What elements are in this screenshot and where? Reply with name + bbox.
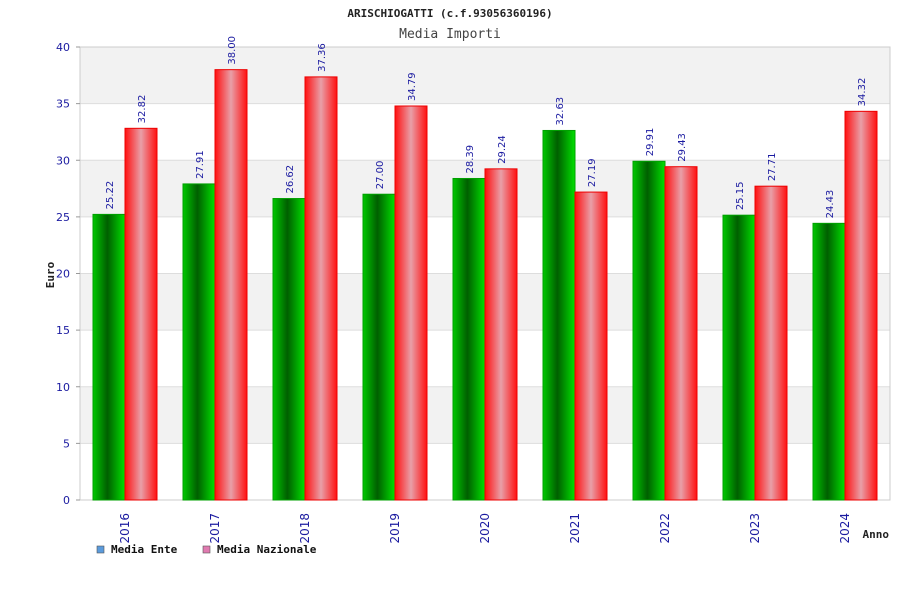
data-label: 32.82 xyxy=(137,95,148,124)
y-tick-label: 35 xyxy=(56,98,70,111)
bar-media-ente xyxy=(452,177,486,501)
data-label: 27.91 xyxy=(195,150,206,179)
bar-media-nazionale xyxy=(664,166,698,501)
bar-media-nazionale xyxy=(574,191,608,501)
bar-media-nazionale xyxy=(394,105,428,501)
y-axis-label: Euro xyxy=(44,261,57,288)
bar-media-nazionale xyxy=(124,127,158,501)
y-tick-label: 25 xyxy=(56,211,70,224)
data-label: 38.00 xyxy=(227,36,238,65)
bar-media-ente xyxy=(812,222,846,501)
data-label: 27.00 xyxy=(375,161,386,190)
data-label: 25.22 xyxy=(105,181,116,210)
bar-media-nazionale xyxy=(484,168,518,501)
x-tick-label: 2021 xyxy=(568,513,582,544)
data-label: 26.62 xyxy=(285,165,296,194)
y-tick-label: 20 xyxy=(56,268,70,281)
bar-media-nazionale xyxy=(844,110,878,501)
chart-title: ARISCHIOGATTI (c.f.93056360196) xyxy=(347,7,552,20)
bar-media-ente xyxy=(362,193,396,501)
legend-label: Media Nazionale xyxy=(217,543,317,556)
y-tick-label: 15 xyxy=(56,324,70,337)
chart-subtitle: Media Importi xyxy=(399,27,501,42)
value-labels: 25.22 32.82 27.91 38.00 26.62 37.36 27.00 34.79… xyxy=(105,36,868,218)
x-tick-label: 2022 xyxy=(658,513,672,544)
y-tick-label: 30 xyxy=(56,154,70,167)
data-label: 29.43 xyxy=(677,133,688,162)
x-tick-label: 2017 xyxy=(208,513,222,544)
bar-media-ente xyxy=(542,129,576,501)
data-label: 29.91 xyxy=(645,128,656,157)
bar-media-ente xyxy=(92,213,126,501)
legend-label: Media Ente xyxy=(111,543,178,556)
bar-media-ente xyxy=(722,214,756,501)
y-tick-label: 0 xyxy=(63,494,70,507)
plot-band xyxy=(80,47,890,104)
y-tick-label: 40 xyxy=(56,41,70,54)
data-label: 29.24 xyxy=(497,135,508,164)
x-axis-ticks: 2016 2017 2018 2019 2020 2021 2022 2023 2024 xyxy=(118,513,852,544)
data-label: 27.19 xyxy=(587,158,598,187)
x-tick-label: 2024 xyxy=(838,513,852,544)
bar-media-nazionale xyxy=(214,69,248,501)
bars xyxy=(92,69,878,501)
data-label: 32.63 xyxy=(555,97,566,126)
legend-swatch xyxy=(96,545,105,554)
x-tick-label: 2018 xyxy=(298,513,312,544)
bar-media-nazionale xyxy=(754,185,788,501)
y-tick-label: 5 xyxy=(63,437,70,450)
data-label: 28.39 xyxy=(465,145,476,174)
data-label: 34.32 xyxy=(857,78,868,107)
bar-media-ente xyxy=(182,183,216,501)
y-tick-label: 10 xyxy=(56,381,70,394)
x-tick-label: 2023 xyxy=(748,513,762,544)
data-label: 34.79 xyxy=(407,72,418,101)
x-tick-label: 2019 xyxy=(388,513,402,544)
bar-media-ente xyxy=(272,198,306,501)
y-axis-ticks: 0 5 10 15 20 25 30 35 40 xyxy=(56,41,80,507)
x-tick-label: 2016 xyxy=(118,513,132,544)
bar-media-nazionale xyxy=(304,76,338,501)
legend-swatch xyxy=(202,545,211,554)
data-label: 27.71 xyxy=(767,153,778,182)
data-label: 24.43 xyxy=(825,190,836,219)
x-tick-label: 2020 xyxy=(478,513,492,544)
x-axis-label: Anno xyxy=(863,528,890,541)
bar-media-ente xyxy=(632,160,666,501)
data-label: 25.15 xyxy=(735,182,746,211)
legend: Media Ente Media Nazionale xyxy=(96,543,317,556)
data-label: 37.36 xyxy=(317,43,328,72)
